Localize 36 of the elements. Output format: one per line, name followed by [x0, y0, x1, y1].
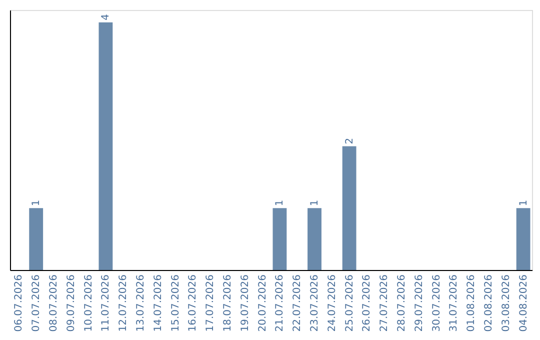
x-tick-label: 17.07.2026 — [205, 274, 216, 332]
x-tick-label: 07.07.2026 — [31, 274, 42, 332]
x-tick-label: 06.07.2026 — [14, 274, 25, 332]
x-tick-label: 08.07.2026 — [48, 274, 60, 332]
x-tick-label: 30.07.2026 — [431, 274, 442, 332]
x-tick-label: 21.07.2026 — [274, 274, 286, 332]
x-tick-label: 18.07.2026 — [222, 274, 234, 332]
x-tick-label: 24.07.2026 — [326, 274, 338, 332]
x-tick-label: 09.07.2026 — [66, 274, 77, 332]
x-tick-label: 23.07.2026 — [310, 274, 320, 332]
x-tick-label: 25.07.2026 — [344, 274, 356, 332]
x-tick-label: 12.07.2026 — [118, 274, 130, 332]
data-label: 1 — [518, 200, 530, 206]
data-label: 2 — [344, 138, 356, 144]
x-tick-label: 10.07.2026 — [83, 274, 94, 332]
x-tick-label: 14.07.2026 — [152, 274, 164, 332]
x-tick-label: 15.07.2026 — [170, 274, 182, 332]
data-label: 1 — [310, 200, 320, 206]
x-tick-label: 04.08.2026 — [518, 274, 530, 332]
x-tick-label: 20.07.2026 — [257, 274, 268, 332]
data-label: 1 — [31, 200, 42, 206]
x-tick-label: 02.08.2026 — [484, 274, 494, 332]
x-tick-label: 11.07.2026 — [100, 274, 112, 332]
x-tick-label: 28.07.2026 — [396, 274, 408, 332]
data-label: 4 — [100, 14, 112, 20]
x-tick-label: 13.07.2026 — [136, 274, 146, 332]
x-tick-label: 26.07.2026 — [362, 274, 373, 332]
x-tick-label: 19.07.2026 — [240, 274, 251, 332]
x-tick-label: 29.07.2026 — [414, 274, 425, 332]
x-tick-label: 03.08.2026 — [500, 274, 512, 332]
x-tick-label: 22.07.2026 — [292, 274, 304, 332]
x-tick-label: 31.07.2026 — [448, 274, 460, 332]
data-label: 1 — [274, 200, 286, 206]
x-tick-label: 27.07.2026 — [379, 274, 390, 332]
x-tick-label: 01.08.2026 — [466, 274, 478, 332]
x-tick-label: 16.07.2026 — [188, 274, 199, 332]
